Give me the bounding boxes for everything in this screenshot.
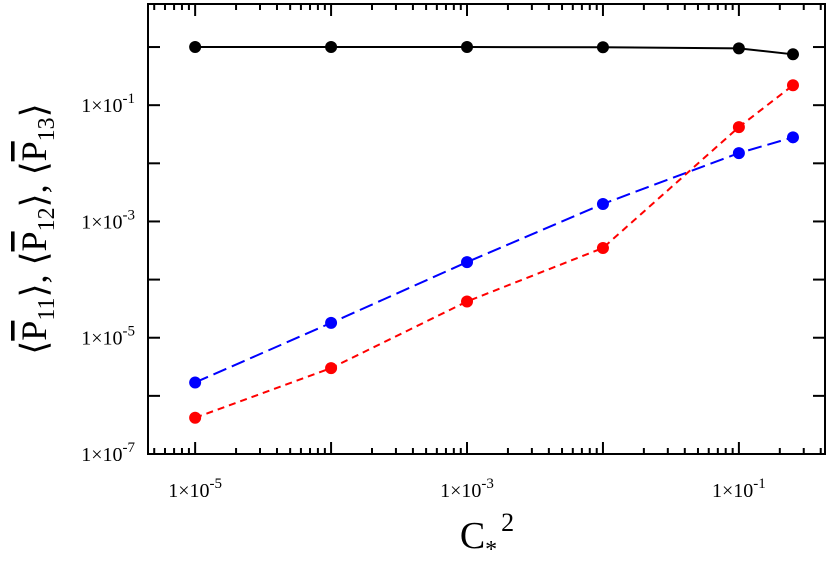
- series-line: [194, 136, 794, 384]
- series-layer: [189, 41, 799, 424]
- plot-frame: [147, 3, 826, 455]
- data-point: [786, 48, 799, 61]
- y-axis-label: ⟨P11⟩, ⟨P12⟩, ⟨P13⟩: [14, 103, 60, 354]
- data-point: [189, 376, 202, 389]
- y-tick-label: 1×10-5: [81, 324, 135, 350]
- data-point: [325, 41, 338, 54]
- data-point: [732, 147, 745, 160]
- data-point: [596, 241, 609, 254]
- data-point: [732, 121, 745, 134]
- series-line: [195, 46, 794, 56]
- data-point: [325, 316, 338, 329]
- x-axis-label: C*2: [460, 508, 514, 561]
- data-point: [461, 256, 474, 269]
- data-point: [461, 41, 474, 54]
- y-tick-label: 1×10-3: [81, 207, 135, 233]
- data-point: [732, 42, 745, 55]
- tick-labels: 1×10-5 1×10-3 1×10-1 1×10-7 1×10-5 1×10-3 1×10…: [81, 91, 766, 502]
- data-point: [596, 41, 609, 54]
- axis-ticks: [148, 4, 825, 455]
- data-point: [786, 131, 799, 144]
- x-tick-label: 1×10-5: [168, 476, 222, 502]
- data-point: [461, 295, 474, 308]
- data-point: [189, 41, 202, 54]
- data-point: [325, 362, 338, 375]
- y-tick-label: 1×10-1: [81, 91, 135, 117]
- data-point: [189, 411, 202, 424]
- x-tick-label: 1×10-3: [440, 476, 494, 502]
- x-tick-label: 1×10-1: [712, 476, 766, 502]
- series-line: [194, 84, 794, 419]
- data-point: [596, 197, 609, 210]
- data-point: [786, 79, 799, 92]
- y-tick-label: 1×10-7: [81, 440, 135, 466]
